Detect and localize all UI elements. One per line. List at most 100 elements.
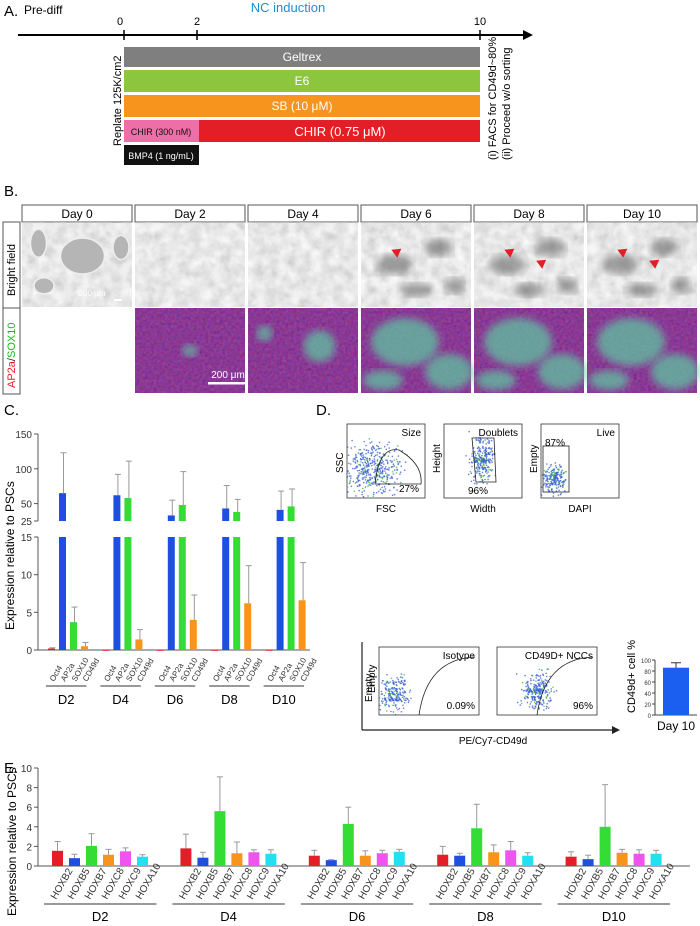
svg-text:60: 60 bbox=[644, 681, 651, 687]
day-header-1: Day 2 bbox=[174, 207, 206, 221]
tick-0: 0 bbox=[117, 16, 123, 28]
c-group-label: D6 bbox=[167, 692, 184, 707]
e-bar-hoxb2-d10 bbox=[565, 856, 577, 866]
chir-high-label: CHIR (0.75 μM) bbox=[294, 124, 385, 139]
c-group-label: D2 bbox=[58, 692, 75, 707]
svg-text:Empty: Empty bbox=[529, 445, 540, 473]
e-bar-hoxb2-d2 bbox=[52, 850, 63, 866]
c-bar-ap2a-d6 bbox=[167, 537, 175, 650]
c-bar-ap2a-d2 bbox=[59, 537, 66, 650]
e6-bar bbox=[124, 70, 480, 92]
red-arrowhead bbox=[391, 248, 402, 258]
e-bar-hoxb7-d4 bbox=[214, 811, 226, 866]
fluorescence-image-2 bbox=[248, 308, 358, 393]
e-bar-hoxb2-d4 bbox=[180, 848, 192, 866]
scale-bar-bf bbox=[114, 299, 122, 301]
fluorescence-image-5 bbox=[587, 308, 699, 393]
svg-text:100: 100 bbox=[15, 465, 32, 476]
svg-text:Width: Width bbox=[470, 504, 496, 515]
svg-text:27%: 27% bbox=[399, 484, 419, 495]
svg-text:DAPI: DAPI bbox=[568, 504, 591, 515]
c-bar-sox10-d6 bbox=[178, 537, 186, 650]
svg-text:40: 40 bbox=[644, 692, 651, 698]
svg-text:4: 4 bbox=[26, 823, 32, 834]
c-group-label: D4 bbox=[112, 692, 129, 707]
c-bar-sox10-d2 bbox=[70, 622, 77, 650]
c-bar-ap2a-d2 bbox=[59, 493, 66, 521]
brightfield-image-3 bbox=[361, 222, 471, 307]
c-bar-sox10-d6 bbox=[178, 504, 186, 521]
e-bar-hoxb7-d8 bbox=[471, 828, 483, 866]
svg-text:Height: Height bbox=[432, 444, 443, 473]
c-bar-oct4-d2 bbox=[48, 648, 55, 650]
c-bar-cd49d-d8 bbox=[244, 603, 252, 650]
e-bar-hoxb7-d2 bbox=[86, 845, 97, 866]
panel-b-letter: B. bbox=[4, 183, 18, 200]
svg-text:0: 0 bbox=[26, 862, 32, 873]
svg-text:20: 20 bbox=[644, 703, 651, 709]
flow-title-3: Isotype bbox=[443, 651, 476, 662]
svg-text:HOXA10: HOXA10 bbox=[648, 861, 677, 901]
day-header-5: Day 10 bbox=[623, 207, 661, 221]
c-bar-ap2a-d10 bbox=[276, 537, 284, 650]
e-bar-hoxb7-d10 bbox=[599, 826, 611, 866]
svg-text:CD49d+ cell %: CD49d+ cell % bbox=[626, 640, 638, 713]
c-bar-ap2a-d6 bbox=[167, 515, 175, 521]
scale-bar-label-bf: 200 μm bbox=[79, 289, 106, 298]
e-bar-hoxb5-d4 bbox=[197, 857, 209, 866]
panel-e-ylabel: Expression relative to PSCs bbox=[5, 767, 19, 916]
e-bar-hoxb2-d8 bbox=[437, 854, 449, 866]
day-header-0: Day 0 bbox=[61, 207, 93, 221]
e-bar-hoxb5-d6 bbox=[325, 860, 337, 866]
panel-c-ylabel: Expression relative to PSCs bbox=[3, 481, 17, 630]
svg-text:15: 15 bbox=[21, 533, 33, 544]
e-bar-hoxc9-d10 bbox=[633, 853, 645, 866]
chir-low-bar bbox=[124, 120, 199, 142]
panel-a-letter: A. bbox=[4, 3, 18, 20]
geltrex-bar bbox=[124, 47, 480, 67]
c-bar-cd49d-d2 bbox=[81, 646, 88, 650]
scale-bar-label-fl: 200 μm bbox=[211, 370, 245, 381]
panel-b: B. Day 0 Day 2 Day 4 Day 6 Day 8 Day 10 Brigh… bbox=[2, 183, 699, 395]
svg-text:150: 150 bbox=[15, 430, 32, 441]
e-bar-hoxa10-d8 bbox=[522, 855, 534, 866]
c-bar-sox10-d8 bbox=[233, 511, 241, 521]
svg-text:2: 2 bbox=[26, 842, 32, 853]
svg-text:25: 25 bbox=[21, 517, 33, 528]
e-bar-hoxb5-d2 bbox=[69, 858, 80, 866]
bmp4-bar bbox=[124, 145, 199, 165]
c-bar-ap2a-d8 bbox=[222, 508, 230, 521]
e-bar-hoxc8-d4 bbox=[231, 853, 243, 866]
e-bar-hoxc8-d2 bbox=[103, 854, 114, 866]
e-group-label: D8 bbox=[477, 909, 494, 924]
note-proceed: (ii) Proceed w/o sorting bbox=[501, 48, 513, 161]
svg-text:0: 0 bbox=[26, 646, 32, 657]
nc-induction-title: NC induction bbox=[251, 0, 325, 15]
flow-title-2: Live bbox=[597, 428, 616, 439]
c-group-label: D8 bbox=[221, 692, 238, 707]
red-arrowhead bbox=[536, 259, 547, 269]
prediff-label: Pre-diff bbox=[24, 3, 63, 17]
bmp4-label: BMP4 (1 ng/mL) bbox=[128, 151, 194, 161]
e-group-label: D4 bbox=[220, 909, 237, 924]
c-bar-cd49d-d4 bbox=[135, 639, 143, 650]
e-bar-hoxb2-d6 bbox=[308, 855, 320, 866]
svg-text:100: 100 bbox=[641, 659, 652, 665]
panel-d-letter: D. bbox=[316, 402, 331, 419]
fluorescence-image-3 bbox=[361, 308, 473, 393]
e-group-label: D2 bbox=[92, 909, 109, 924]
e-bar-hoxb5-d10 bbox=[582, 859, 594, 866]
svg-text:96%: 96% bbox=[468, 486, 488, 497]
panel-c-letter: C. bbox=[4, 402, 19, 419]
brightfield-image-5 bbox=[587, 222, 697, 307]
svg-text:HOXA10: HOXA10 bbox=[391, 861, 420, 901]
c-bar-ap2a-d10 bbox=[276, 509, 284, 521]
e-bar-hoxa10-d4 bbox=[265, 853, 277, 866]
flow-title-4: CD49D+ NCCs bbox=[525, 651, 593, 662]
brightfield-image-2 bbox=[248, 222, 358, 307]
e-bar-hoxb5-d8 bbox=[454, 855, 466, 866]
e-bar-hoxa10-d2 bbox=[137, 856, 148, 866]
sb-label: SB (10 μM) bbox=[272, 99, 333, 113]
e-bar-hoxc9-d4 bbox=[248, 852, 260, 866]
e-bar-hoxa10-d6 bbox=[393, 851, 405, 866]
